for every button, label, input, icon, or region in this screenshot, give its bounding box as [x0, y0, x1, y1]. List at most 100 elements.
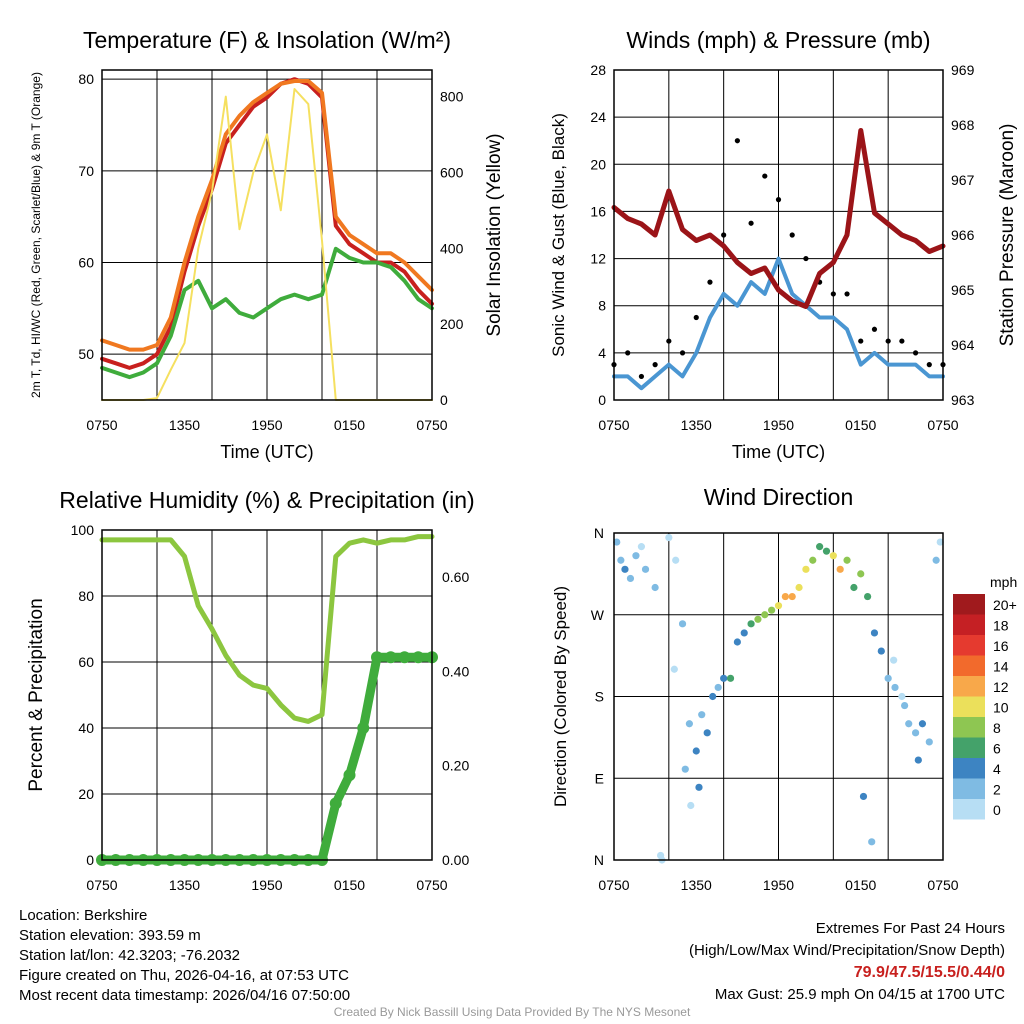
- x-tick-label: 0750: [86, 417, 117, 433]
- direction-point: [754, 615, 762, 623]
- direction-point: [695, 783, 703, 791]
- gust-point: [803, 255, 809, 262]
- latlon-text: Station lat/lon: 42.3203; -76.2032: [19, 947, 241, 964]
- y2-tick-label: 800: [440, 89, 464, 105]
- colorbar-swatch: [953, 676, 985, 697]
- colorbar-label: 0: [993, 802, 1001, 818]
- y-tick-label: 24: [590, 109, 606, 125]
- direction-point: [822, 547, 831, 555]
- direction-point: [901, 701, 909, 710]
- temperature-panel: Temperature (F) & Insolation (W/m²) Time …: [29, 27, 505, 462]
- direction-point: [877, 647, 885, 655]
- y-tick-label: W: [591, 607, 605, 623]
- gust-point: [926, 362, 932, 368]
- colorbar-label: 12: [993, 679, 1009, 695]
- gust-point: [762, 173, 768, 179]
- colorbar-swatch: [953, 635, 985, 656]
- gust-point: [775, 197, 782, 203]
- gust-point: [844, 291, 850, 297]
- direction-point: [621, 565, 629, 573]
- y-tick-label: S: [595, 689, 604, 705]
- gust-point: [748, 220, 754, 226]
- colorbar-label: 8: [993, 720, 1001, 736]
- y-tick-label: 40: [78, 720, 94, 736]
- direction-point: [726, 674, 735, 682]
- series-green-line: [100, 246, 434, 380]
- y-tick-label: N: [594, 525, 604, 541]
- y-tick-label: 0: [598, 392, 606, 408]
- gust-point: [871, 326, 878, 332]
- x-tick-label: 1950: [763, 417, 794, 433]
- direction-point: [870, 629, 879, 637]
- plot-frame: [101, 69, 433, 401]
- direction-point: [850, 583, 858, 592]
- direction-point: [703, 729, 711, 737]
- direction-point: [714, 683, 722, 692]
- y2-tick-label: 600: [440, 164, 464, 180]
- panel-title: Temperature (F) & Insolation (W/m²): [83, 27, 451, 53]
- x-tick-label: 0750: [927, 877, 958, 893]
- direction-point: [891, 683, 899, 692]
- y-tick-label: 0: [86, 852, 94, 868]
- y2-tick-label: 965: [951, 282, 975, 298]
- direction-point: [868, 838, 876, 846]
- direction-point: [632, 552, 640, 560]
- winds-panel: Winds (mph) & Pressure (mb) Time (UTC) 075…: [549, 27, 1018, 462]
- plot-frame: [613, 69, 944, 401]
- gust-point: [858, 338, 864, 344]
- extremes-title: Extremes For Past 24 Hours: [815, 920, 1005, 937]
- y-tick-label: 70: [78, 163, 94, 179]
- colorbar-label: 20+: [993, 597, 1017, 613]
- plot-frame: [101, 529, 433, 861]
- x-tick-label: 0750: [416, 417, 447, 433]
- gust-point: [693, 314, 699, 321]
- panel-title: Winds (mph) & Pressure (mb): [626, 27, 930, 53]
- y-tick-label: 4: [598, 345, 606, 361]
- direction-point: [613, 538, 621, 546]
- direction-point: [774, 602, 783, 610]
- colorbar-swatch: [953, 655, 985, 676]
- y-tick-label: 20: [590, 156, 606, 172]
- direction-point: [761, 611, 769, 619]
- direction-point: [816, 543, 824, 551]
- credit-footer: Created By Nick Bassill Using Data Provi…: [333, 1005, 691, 1019]
- colorbar-label: 18: [993, 618, 1009, 634]
- y-tick-label: N: [594, 852, 604, 868]
- y-tick-label: 20: [78, 786, 94, 802]
- x-tick-label: 0750: [598, 877, 629, 893]
- direction-point: [905, 720, 913, 728]
- y-axis-label: Percent & Precipitation: [26, 598, 47, 791]
- direction-point: [768, 606, 776, 614]
- direction-point: [617, 556, 625, 564]
- colorbar-label: 14: [993, 659, 1009, 675]
- y-tick-label: 8: [598, 298, 606, 314]
- gust-point: [789, 232, 795, 238]
- x-axis-label: Time (UTC): [732, 442, 825, 462]
- colorbar-label: 10: [993, 700, 1009, 716]
- gust-point: [707, 279, 713, 285]
- max-gust-text: Max Gust: 25.9 mph On 04/15 at 1700 UTC: [714, 986, 1005, 1003]
- direction-point: [918, 720, 927, 728]
- gust-point: [830, 291, 836, 297]
- direction-point: [802, 565, 810, 573]
- colorbar-swatch: [953, 758, 985, 779]
- y-tick-label: 100: [71, 522, 95, 538]
- direction-point: [681, 765, 689, 773]
- y2-tick-label: 969: [951, 62, 975, 78]
- direction-point: [733, 638, 741, 646]
- y-axis-label: Sonic Wind & Gust (Blue, Black): [549, 113, 568, 357]
- direction-point: [925, 738, 933, 746]
- direction-point: [781, 592, 789, 601]
- y2-tick-label: 966: [951, 227, 975, 243]
- y-tick-label: 28: [590, 62, 606, 78]
- y2-tick-label: 400: [440, 240, 464, 256]
- direction-point: [709, 692, 717, 701]
- gust-point: [899, 338, 905, 344]
- colorbar-label: 6: [993, 741, 1001, 757]
- gust-point: [734, 138, 740, 144]
- y2-tick-label: 0.60: [442, 569, 469, 585]
- x-tick-label: 1350: [169, 877, 200, 893]
- series-orange-line: [100, 79, 434, 352]
- extremes-values: 79.9/47.5/15.5/0.44/0: [853, 964, 1005, 981]
- direction-point: [665, 533, 673, 542]
